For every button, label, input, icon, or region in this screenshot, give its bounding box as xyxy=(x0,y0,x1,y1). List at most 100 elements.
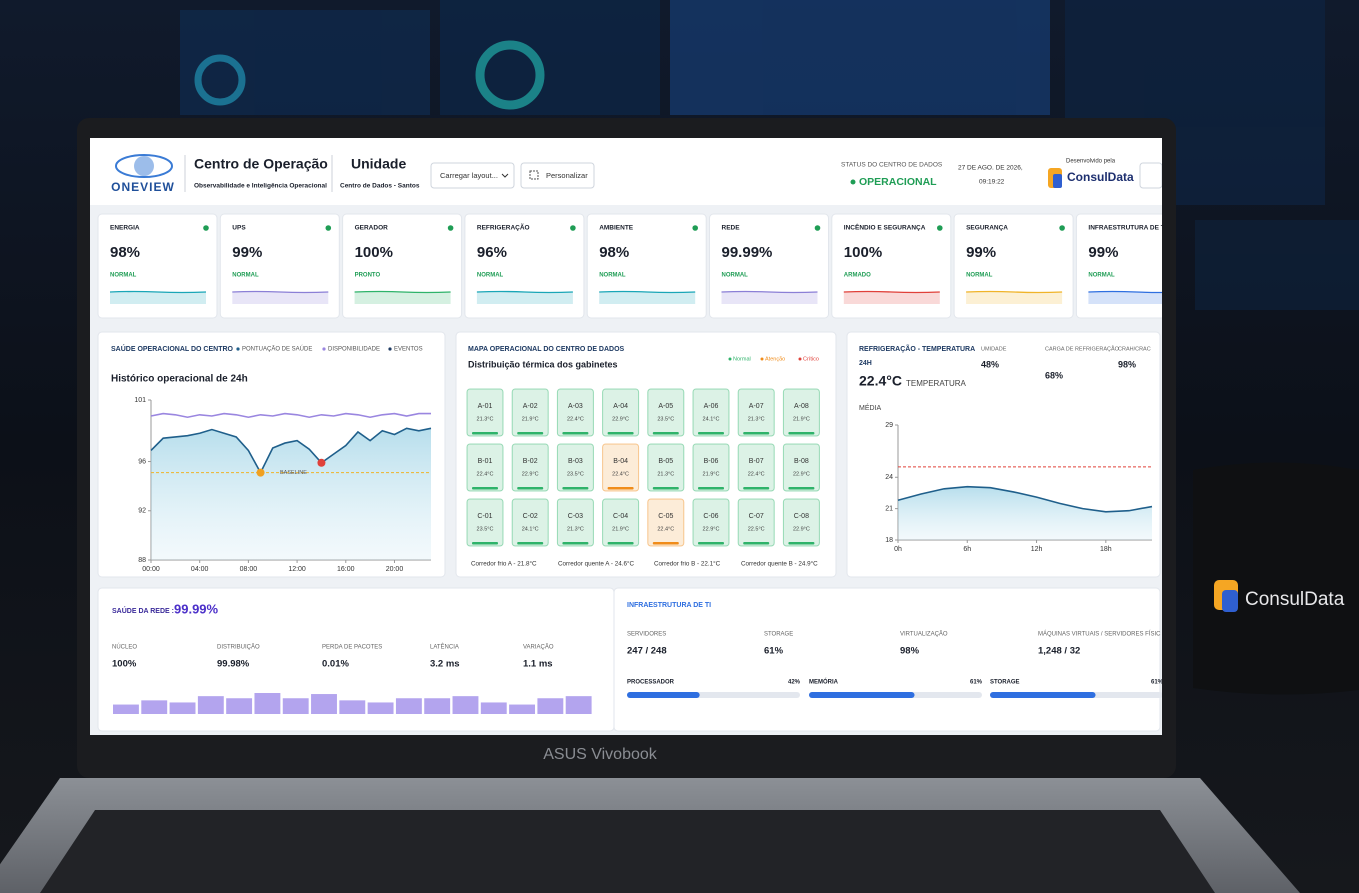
stat-value: 99.98% xyxy=(217,659,250,670)
bar xyxy=(537,698,564,714)
kpi-status: ARMADO xyxy=(844,273,871,279)
rack[interactable] xyxy=(602,443,640,492)
legend-dot xyxy=(388,347,392,351)
sparkline-band xyxy=(354,292,451,304)
rack[interactable] xyxy=(602,388,640,437)
rack-status-bar xyxy=(743,487,770,490)
rack[interactable] xyxy=(466,443,504,492)
sparkline-band xyxy=(232,292,329,304)
rack[interactable] xyxy=(511,498,549,547)
date: 27 DE AGO. DE 2026, xyxy=(958,165,1023,172)
panel-title: INFRAESTRUTURA DE TI xyxy=(627,602,711,609)
rack-status-bar xyxy=(562,542,589,545)
rack[interactable] xyxy=(737,388,775,437)
sparkline xyxy=(476,290,573,294)
developer-name: ConsulData xyxy=(1067,170,1134,184)
rack[interactable] xyxy=(737,498,775,547)
layout-button[interactable] xyxy=(430,162,515,189)
rack-id: C-05 xyxy=(658,513,673,520)
rack[interactable] xyxy=(782,498,820,547)
legend-dot xyxy=(760,357,764,361)
rack[interactable] xyxy=(511,388,549,437)
header xyxy=(90,138,1162,205)
chevron xyxy=(501,173,509,178)
y-tick-label: 18 xyxy=(885,537,893,544)
rack[interactable] xyxy=(511,443,549,492)
rack-status-bar xyxy=(607,487,634,490)
sparkline xyxy=(1088,290,1162,294)
sparkline xyxy=(354,290,451,294)
customize-button[interactable] xyxy=(520,162,595,189)
panel-title: SAÚDE DA REDE : xyxy=(112,606,174,615)
kpi-name: GERADOR xyxy=(355,225,389,232)
rack-temp: 22.4°C xyxy=(657,526,674,532)
kpi-status-dot xyxy=(937,225,943,231)
panel-title: REFRIGERAÇÃO - TEMPERATURA xyxy=(859,344,975,353)
rack[interactable] xyxy=(692,388,730,437)
rack-id: B-04 xyxy=(613,458,628,465)
rack-id: C-04 xyxy=(613,513,628,520)
legend-dot xyxy=(728,357,732,361)
rack[interactable] xyxy=(466,498,504,547)
stat-label: VIRTUALIZAÇÃO xyxy=(900,631,948,638)
legend-dot xyxy=(798,357,802,361)
rack-id: C-01 xyxy=(477,513,492,520)
rack[interactable] xyxy=(602,498,640,547)
rack-temp: 23.5°C xyxy=(567,471,584,477)
event-marker xyxy=(317,458,326,467)
rack[interactable] xyxy=(782,443,820,492)
rack-temp: 24.1°C xyxy=(522,526,539,532)
sparkline-band xyxy=(966,292,1063,304)
rack[interactable] xyxy=(782,388,820,437)
sparkline-band xyxy=(843,292,940,304)
bar xyxy=(311,694,337,714)
rack-id: A-04 xyxy=(613,403,628,410)
rack-temp: 22.4°C xyxy=(477,471,494,477)
sparkline xyxy=(232,290,329,294)
logo-mark xyxy=(134,156,154,176)
progress-fill xyxy=(990,692,1096,698)
mug-logo-icon xyxy=(1222,590,1238,612)
legend-label: Normal xyxy=(733,356,751,362)
legend-label: EVENTOS xyxy=(394,347,423,353)
rack-id: A-08 xyxy=(794,403,809,410)
kpi-status: NORMAL xyxy=(722,273,749,279)
rack-status-bar xyxy=(652,432,679,435)
x-tick-label: 04:00 xyxy=(191,566,209,573)
rack[interactable] xyxy=(466,388,504,437)
stat-value: 68% xyxy=(1045,370,1063,380)
rack-temp: 24.1°C xyxy=(703,416,720,422)
rack[interactable] xyxy=(556,443,594,492)
rack-id: A-02 xyxy=(523,403,538,410)
rack[interactable] xyxy=(692,498,730,547)
stat-value: 98% xyxy=(900,646,920,657)
rack[interactable] xyxy=(556,388,594,437)
x-tick-label: 08:00 xyxy=(240,566,258,573)
rack-id: C-02 xyxy=(523,513,538,520)
kpi-name: REDE xyxy=(722,225,741,232)
rack[interactable] xyxy=(737,443,775,492)
kpi-status: NORMAL xyxy=(232,273,259,279)
stat-value: 48% xyxy=(981,359,999,369)
series-line xyxy=(150,427,432,475)
header-scroll-button[interactable] xyxy=(1139,162,1162,189)
bar xyxy=(509,704,536,714)
panel-title: SAÚDE OPERACIONAL DO CENTRO xyxy=(111,344,234,353)
y-tick-label: 24 xyxy=(885,474,893,481)
rack[interactable] xyxy=(556,498,594,547)
rack-status-bar xyxy=(517,432,544,435)
kpi-status-dot xyxy=(1059,225,1065,231)
x-tick-label: 12:00 xyxy=(288,566,306,573)
rack[interactable] xyxy=(647,443,685,492)
stat-label: LATÊNCIA xyxy=(430,643,459,651)
unit-name: Centro de Dados - Santos xyxy=(340,183,420,190)
kpi-value: 96% xyxy=(477,244,507,261)
mug-brand: ConsulData xyxy=(1245,589,1345,610)
rack[interactable] xyxy=(647,388,685,437)
rack-id: B-03 xyxy=(568,458,583,465)
app-title: Centro de Operação xyxy=(194,156,328,172)
rack-id: A-07 xyxy=(749,403,764,410)
rack[interactable] xyxy=(647,498,685,547)
progress-value: 61% xyxy=(970,680,983,686)
rack[interactable] xyxy=(692,443,730,492)
